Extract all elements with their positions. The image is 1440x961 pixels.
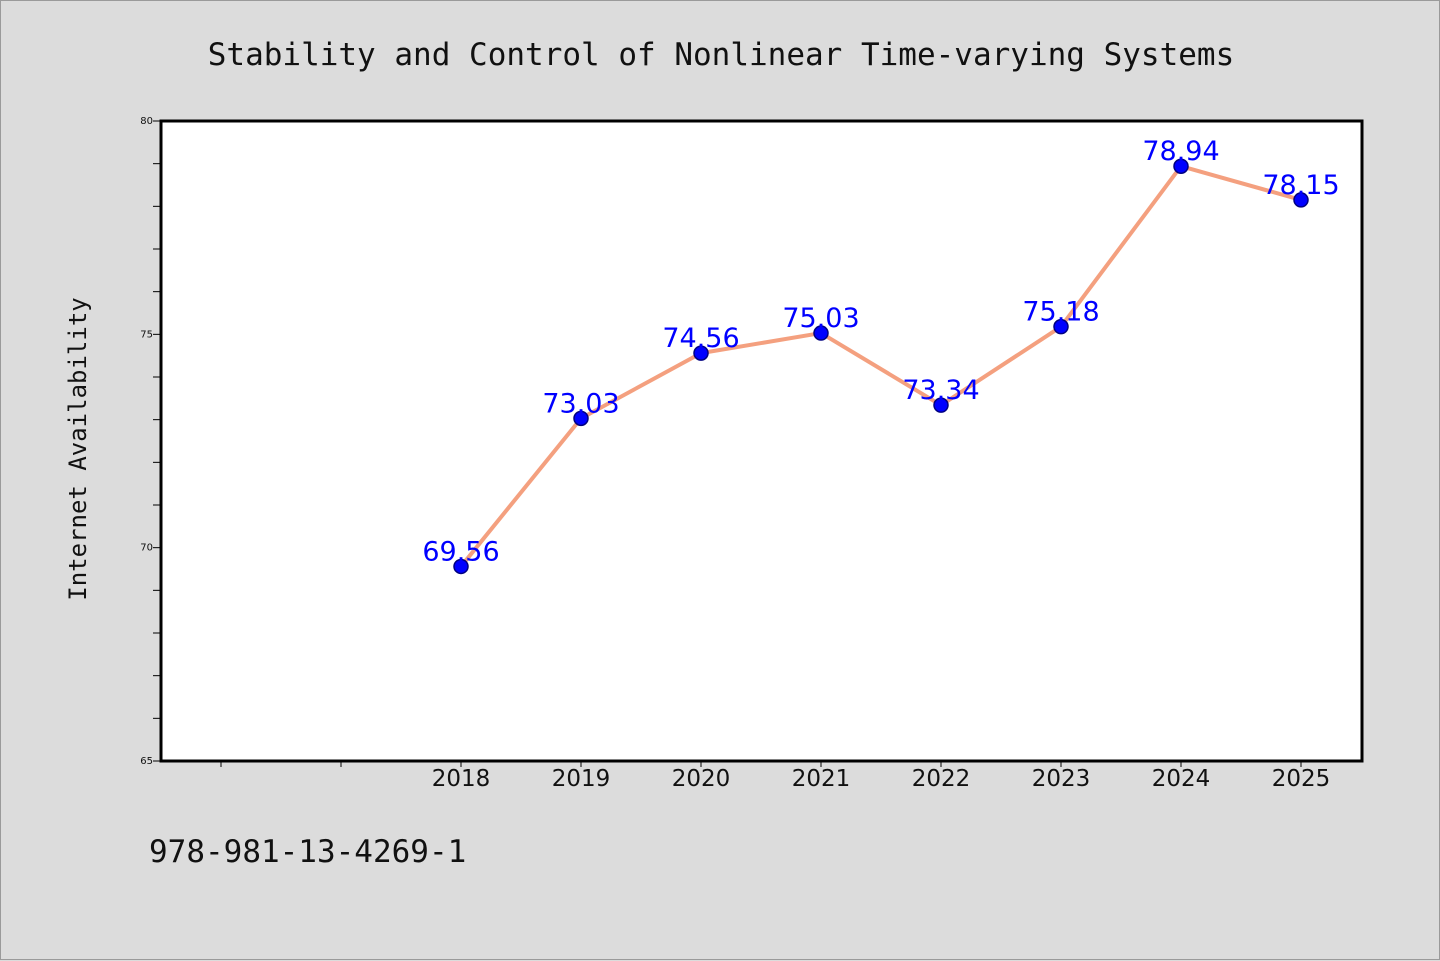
x-axis-ticks: 2018 2019 2020 2021 2022 2023 2024 2025 xyxy=(220,761,1331,792)
data-point xyxy=(1173,158,1189,174)
y-axis-label: Internet Availability xyxy=(64,297,92,600)
data-point xyxy=(813,325,829,341)
data-label: 78.94 xyxy=(1142,136,1219,167)
y-tick-label: 65 xyxy=(140,756,153,767)
data-label: 73.03 xyxy=(542,388,619,419)
x-tick-label: 2020 xyxy=(672,766,731,792)
x-tick-label: 2024 xyxy=(1152,766,1211,792)
data-label: 69.56 xyxy=(422,536,499,567)
isbn-label: 978-981-13-4269-1 xyxy=(149,834,467,870)
data-label: 75.18 xyxy=(1022,297,1099,328)
y-axis-ticks: 65 70 75 80 xyxy=(140,116,161,767)
series-layer: 69.56 73.03 74.56 75.03 73.34 75.18 78.94 78.15 xyxy=(422,136,1340,575)
data-point xyxy=(933,397,949,413)
data-label: 74.56 xyxy=(662,323,739,354)
data-point xyxy=(573,410,589,427)
x-tick-label: 2021 xyxy=(792,766,851,792)
x-tick-label: 2023 xyxy=(1032,766,1091,792)
data-label: 78.15 xyxy=(1262,170,1339,201)
data-point xyxy=(1293,192,1309,208)
chart-title: Stability and Control of Nonlinear Time-… xyxy=(208,37,1235,73)
y-tick-label: 75 xyxy=(140,329,153,340)
data-point xyxy=(453,558,469,575)
series-line xyxy=(459,164,1303,569)
data-point xyxy=(693,345,709,361)
x-tick-label: 2022 xyxy=(912,766,971,792)
data-label: 73.34 xyxy=(902,375,979,406)
data-label: 75.03 xyxy=(782,303,859,334)
x-tick-label: 2025 xyxy=(1272,766,1331,792)
x-tick-label: 2019 xyxy=(552,766,611,792)
y-tick-label: 80 xyxy=(140,116,153,127)
data-point xyxy=(1053,318,1069,335)
plot-area xyxy=(159,119,1364,763)
y-tick-label: 70 xyxy=(140,543,153,554)
x-tick-label: 2018 xyxy=(432,766,491,792)
